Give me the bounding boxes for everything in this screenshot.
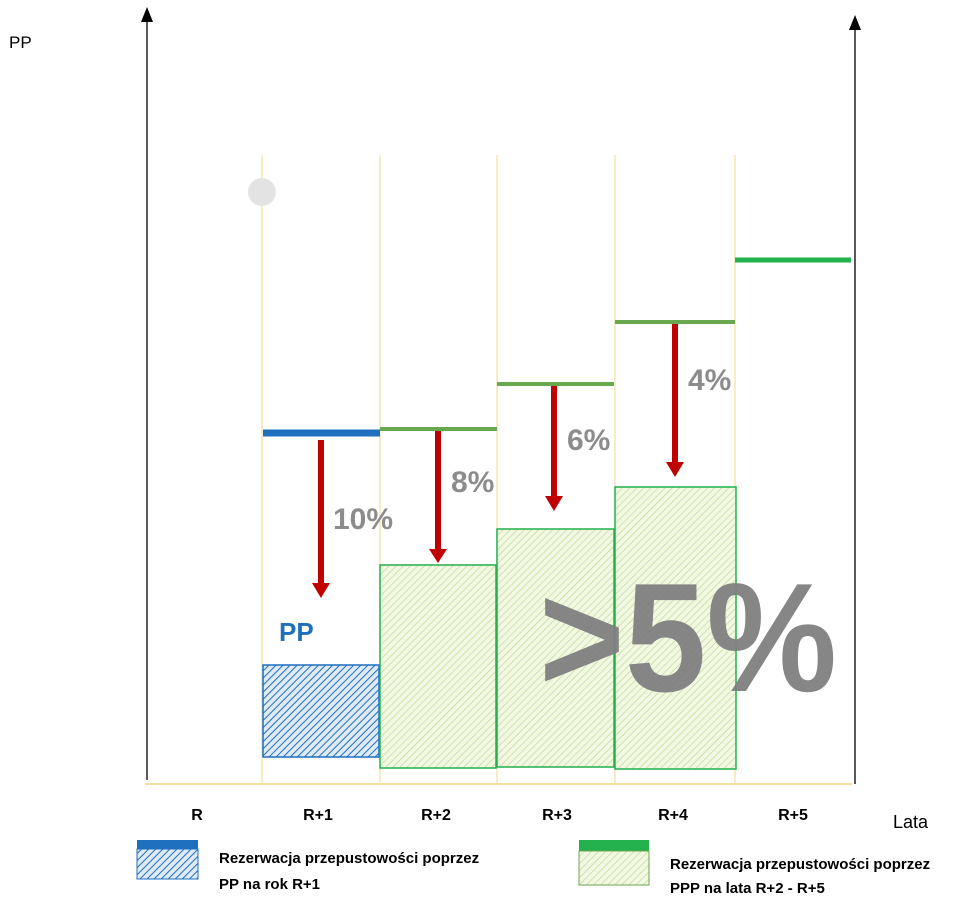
legend-pp-swatch-bar [137, 840, 198, 849]
legend-pp: Rezerwacja przepustowości poprzez PP na … [136, 840, 479, 893]
x-axis-label: Lata [893, 812, 929, 832]
x-tick-label: R+1 [303, 807, 333, 824]
legend-ppp-swatch-hatch [578, 850, 650, 886]
reduction-arrow-r4 [666, 324, 684, 477]
ppp-reserved-box-r4 [614, 486, 737, 770]
legend-pp-swatch-hatch [136, 848, 199, 880]
reduction-arrow-r1 [312, 440, 330, 598]
x-tick-label: R+3 [542, 807, 572, 824]
reduction-label-r4: 4% [688, 364, 731, 397]
y-axis-right-arrowhead [849, 15, 861, 30]
ppp-reserved-box-r2 [379, 564, 497, 769]
reduction-arrows [312, 324, 684, 598]
pp-box-label: PP [279, 617, 314, 647]
gray-dot-marker [248, 178, 276, 206]
legend-ppp-text-line1: Rezerwacja przepustowości poprzez [670, 856, 930, 873]
reduction-arrow-r3 [545, 386, 563, 511]
legend-pp-text-line2: PP na rok R+1 [219, 876, 320, 893]
y-axis-left-arrowhead [141, 7, 153, 22]
x-tick-label: R+2 [421, 807, 451, 824]
big-threshold-label: >5% [539, 551, 837, 724]
x-tick-label: R+5 [778, 807, 808, 824]
reduction-label-r2: 8% [451, 466, 494, 499]
legend-ppp-text-line2: PPP na lata R+2 - R+5 [670, 880, 825, 897]
x-tick-label: R [191, 807, 203, 824]
legend-ppp: Rezerwacja przepustowości poprzez PPP na… [578, 840, 930, 897]
x-category-labels: R R+1 R+2 R+3 R+4 R+5 [191, 807, 808, 824]
ppp-reserved-box-r3 [496, 528, 615, 768]
reduction-label-r3: 6% [567, 424, 610, 457]
reduction-label-r1: 10% [333, 503, 393, 536]
legend-ppp-swatch-bar [579, 840, 649, 851]
legend-pp-text-line1: Rezerwacja przepustowości poprzez [219, 850, 479, 867]
pp-reserved-box-r1 [262, 664, 380, 758]
reduction-arrow-r2 [429, 431, 447, 563]
x-tick-label: R+4 [658, 807, 688, 824]
y-axis-label: PP [9, 33, 32, 52]
